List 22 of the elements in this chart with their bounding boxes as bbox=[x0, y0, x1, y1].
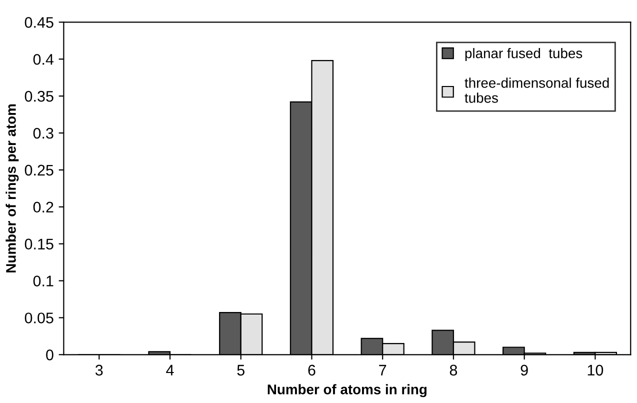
y-tick-label: 0.35 bbox=[24, 90, 54, 102]
x-tick-label: 6 bbox=[308, 364, 316, 376]
y-tick-label: 0 bbox=[46, 350, 54, 360]
y-tick-label: 0.2 bbox=[33, 202, 54, 213]
x-axis-title: Number of atoms in ring bbox=[268, 384, 426, 398]
x-tick-label: 10 bbox=[588, 364, 604, 376]
x-tick-label: 4 bbox=[166, 364, 174, 376]
x-tick-label: 7 bbox=[379, 364, 386, 376]
y-tick-label: 0.15 bbox=[24, 238, 54, 250]
y-tick-label: 0.45 bbox=[24, 17, 54, 28]
legend-label: three-dimensonal fused tubes bbox=[464, 78, 609, 103]
legend-label: planar fused tubes bbox=[465, 48, 582, 61]
x-tick-label: 9 bbox=[520, 364, 528, 376]
y-tick-label: 0.4 bbox=[33, 54, 54, 65]
y-tick-label: 0.3 bbox=[33, 128, 54, 139]
x-tick-label: 3 bbox=[95, 364, 103, 376]
y-axis-title: Number of rings per atom bbox=[6, 104, 19, 272]
x-tick-label: 8 bbox=[450, 364, 458, 376]
y-tick-label: 0.05 bbox=[24, 312, 54, 324]
y-tick-label: 0.1 bbox=[33, 276, 54, 286]
x-tick-label: 5 bbox=[237, 364, 244, 376]
y-tick-label: 0.25 bbox=[24, 164, 54, 176]
